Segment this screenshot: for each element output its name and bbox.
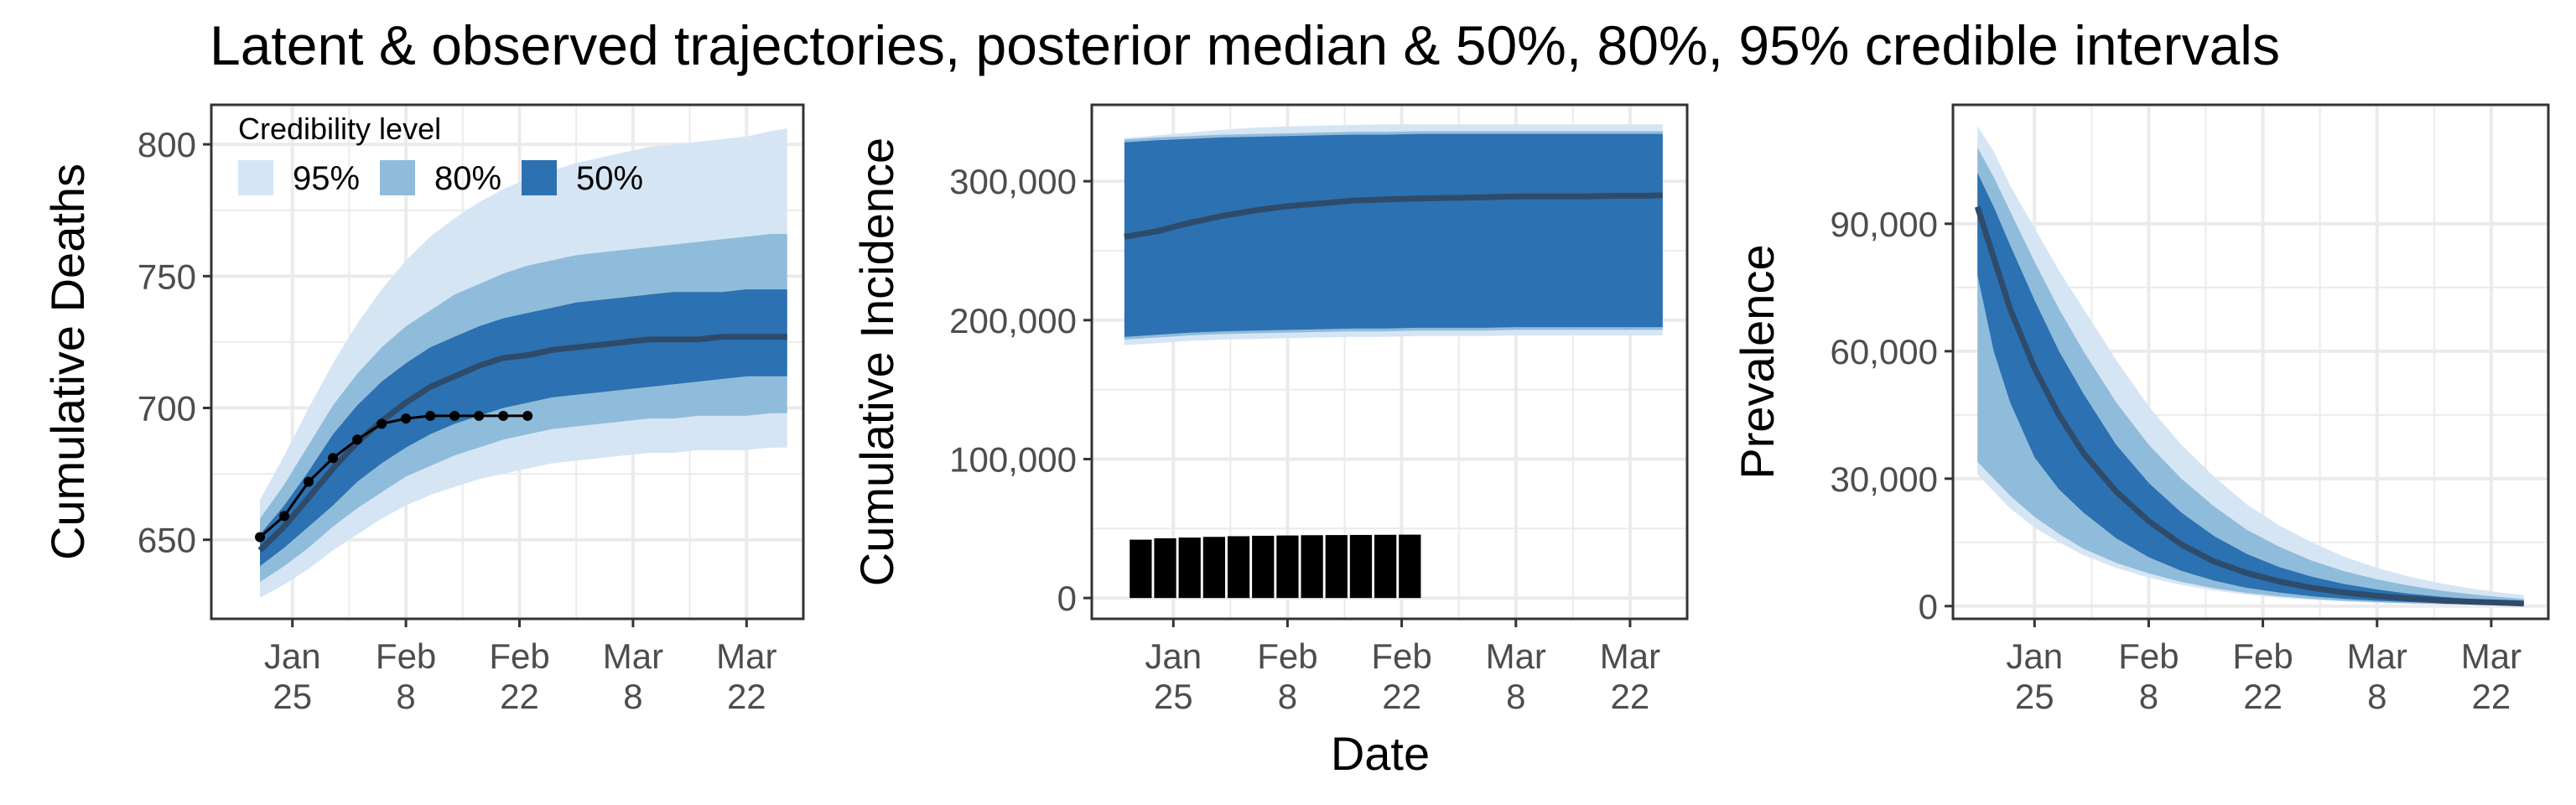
x-tick-label: Mar 8 — [2347, 636, 2407, 716]
observed-bar — [1130, 539, 1152, 599]
x-tick-label: Feb 22 — [1371, 636, 1431, 716]
panel-border — [1090, 103, 1689, 621]
x-tick-label: Feb 8 — [1257, 636, 1317, 716]
legend-swatch-80 — [380, 160, 415, 195]
observed-point — [498, 410, 509, 421]
y-tick-label: 100,000 — [949, 439, 1077, 479]
x-tick-label: Jan 25 — [1145, 636, 1202, 716]
band-50 — [1124, 133, 1663, 337]
x-tick-label: Feb 22 — [489, 636, 549, 716]
y-tick-label: 800 — [138, 125, 196, 164]
x-tick-label: Feb 8 — [2118, 636, 2179, 716]
observed-bar — [1325, 535, 1348, 599]
x-axis-title: Date — [1331, 727, 1430, 780]
y-axis-title: Cumulative Deaths — [41, 164, 94, 560]
observed-bar — [1227, 536, 1250, 599]
y-tick-label: 90,000 — [1831, 205, 1938, 244]
y-tick-label: 650 — [138, 521, 196, 560]
incidence-panel: 0 100,000 200,000 300,000 Jan 25 Feb 8 Feb 22 Mar 8… — [850, 103, 1689, 716]
observed-point — [377, 418, 387, 429]
observed-bar — [1349, 534, 1373, 599]
panel-border — [210, 103, 805, 621]
legend-label-95: 95% — [293, 160, 360, 197]
legend-label-50: 50% — [576, 160, 643, 197]
band-50 — [260, 289, 787, 567]
x-tick-label: Feb 8 — [376, 636, 436, 716]
observed-point — [425, 410, 436, 421]
y-axis-title: Cumulative Incidence — [850, 138, 903, 586]
x-tick-label: Mar 22 — [1600, 636, 1660, 716]
observed-point — [401, 413, 412, 424]
band-50 — [1977, 173, 2524, 605]
observed-point — [328, 453, 339, 464]
observed-point — [474, 410, 485, 421]
observed-point — [522, 410, 533, 421]
observed-bar — [1252, 535, 1275, 599]
observed-bar — [1276, 535, 1299, 599]
observed-bar — [1301, 535, 1323, 599]
observed-point — [304, 476, 314, 487]
y-tick-label: 700 — [138, 389, 196, 428]
observed-bar — [1399, 534, 1421, 599]
observed-point — [449, 410, 460, 421]
y-tick-label: 750 — [138, 257, 196, 296]
y-tick-label: 0 — [1919, 587, 1938, 626]
y-axis-title: Prevalence — [1731, 244, 1784, 479]
observed-bar — [1178, 538, 1201, 599]
x-tick-label: Mar 8 — [603, 636, 663, 716]
observed-point — [352, 434, 363, 445]
observed-point — [255, 532, 266, 543]
y-tick-label: 300,000 — [949, 162, 1077, 201]
median-line — [257, 334, 787, 553]
legend-label-80: 80% — [434, 160, 501, 197]
median-line — [1124, 192, 1663, 240]
y-tick-label: 30,000 — [1831, 460, 1938, 499]
observed-bar — [1154, 538, 1176, 599]
legend-swatch-50 — [522, 160, 557, 195]
panel-border — [1951, 103, 2550, 621]
x-tick-label: Mar 22 — [2461, 636, 2521, 716]
x-tick-label: Mar 8 — [1486, 636, 1546, 716]
observed-bar — [1202, 537, 1226, 599]
y-tick-label: 200,000 — [949, 301, 1077, 340]
median-line — [1974, 205, 2524, 607]
y-tick-label: 0 — [1057, 579, 1077, 618]
figure-title: Latent & observed trajectories, posterio… — [210, 14, 2280, 76]
deaths-panel: 650 700 750 800 Jan 25 Feb 8 Feb 22 Mar 8 Mar 22 Cumul… — [41, 103, 805, 716]
legend-swatch-95 — [238, 160, 273, 195]
x-tick-label: Feb 22 — [2232, 636, 2293, 716]
x-tick-label: Jan 25 — [264, 636, 321, 716]
legend-title: Credibility level — [238, 112, 441, 146]
observed-point — [279, 511, 290, 522]
prevalence-panel: 0 30,000 60,000 90,000 Jan 25 Feb 8 Feb 22 Mar 8 Mar… — [1731, 103, 2550, 716]
credibility-legend: Credibility level 95% 80% 50% — [238, 112, 643, 197]
x-tick-label: Jan 25 — [2006, 636, 2063, 716]
y-tick-label: 60,000 — [1831, 332, 1938, 371]
x-tick-label: Mar 22 — [716, 636, 776, 716]
observed-bar — [1374, 534, 1397, 599]
